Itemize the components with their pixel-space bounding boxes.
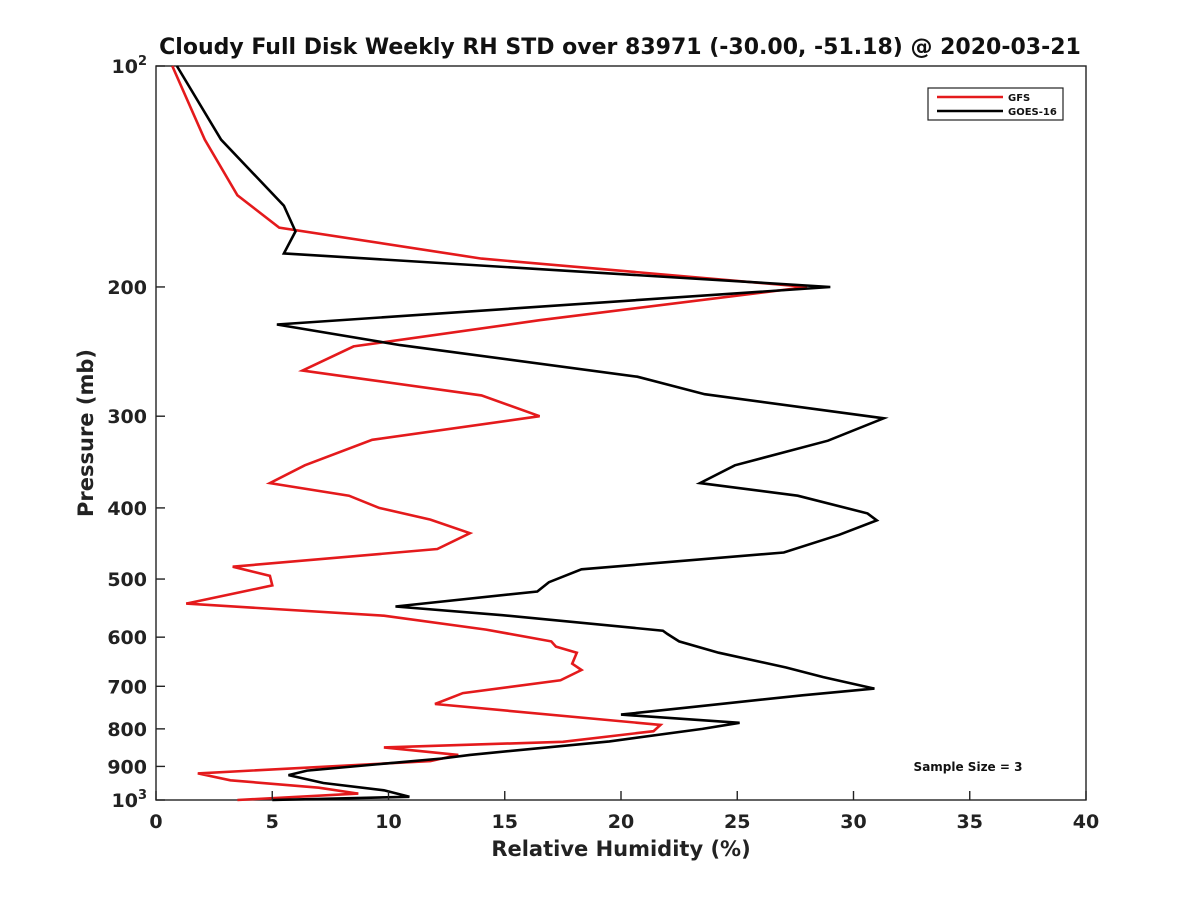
x-tick-label: 40 [1073, 811, 1099, 833]
x-axis-label: Relative Humidity (%) [491, 837, 750, 861]
x-tick-label: 35 [957, 811, 983, 833]
y-tick-label: 600 [107, 627, 147, 649]
y-tick-label: 102 [112, 54, 148, 78]
y-tick-label: 700 [107, 676, 147, 698]
series-layer [171, 65, 889, 802]
x-tick-label: 20 [608, 811, 634, 833]
x-tick-label: 30 [840, 811, 866, 833]
x-tick-label: 15 [492, 811, 518, 833]
y-tick-label: 400 [107, 498, 147, 520]
x-axis-ticks: 0 5 10 15 20 25 30 35 40 [149, 791, 1099, 833]
x-tick-label: 5 [266, 811, 279, 833]
series-line-gfs [171, 65, 808, 802]
sample-size-annotation: Sample Size = 3 [914, 760, 1023, 774]
x-tick-label: 25 [724, 811, 750, 833]
y-tick-label: 200 [107, 277, 147, 299]
legend-box [927, 87, 1064, 121]
x-tick-label: 0 [149, 811, 162, 833]
x-tick-label: 10 [375, 811, 401, 833]
y-tick-label: 800 [107, 719, 147, 741]
y-tick-label: 900 [107, 756, 147, 778]
chart-title: Cloudy Full Disk Weekly RH STD over 8397… [159, 35, 1081, 60]
y-axis-label: Pressure (mb) [74, 349, 98, 517]
y-tick-label: 300 [107, 406, 147, 428]
series-line-goes-16 [175, 65, 889, 802]
y-axis-ticks: 102 200 300 400 500 600 700 800 900 103 [107, 54, 165, 812]
y-tick-label: 500 [107, 569, 147, 591]
y-tick-label: 103 [112, 788, 148, 812]
plot-area: 0 5 10 15 20 25 30 35 40 102 200 300 400 500 600 700 80… [107, 54, 1099, 833]
legend: GFS GOES-16 [927, 87, 1064, 121]
legend-label-gfs: GFS [1008, 93, 1030, 104]
legend-label-goes-16: GOES-16 [1008, 107, 1057, 118]
